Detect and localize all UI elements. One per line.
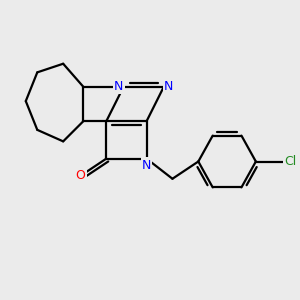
Text: N: N — [142, 159, 151, 172]
Text: Cl: Cl — [285, 155, 297, 168]
Text: N: N — [114, 80, 124, 93]
Text: O: O — [76, 169, 85, 182]
Text: N: N — [164, 80, 173, 93]
